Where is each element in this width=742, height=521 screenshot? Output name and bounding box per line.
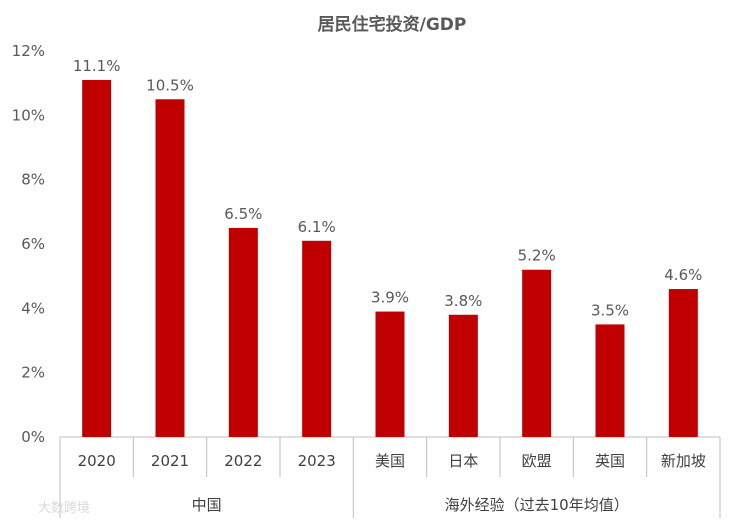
- bar-日本: [448, 314, 478, 437]
- chart-title: 居民住宅投资/GDP: [318, 14, 467, 35]
- group-label: 海外经验（过去10年均值）: [445, 496, 629, 514]
- y-tick-label: 4%: [21, 299, 45, 317]
- bar-美国: [375, 311, 405, 437]
- data-label: 3.9%: [371, 289, 409, 307]
- data-label: 11.1%: [73, 57, 121, 75]
- category-label: 2021: [151, 452, 189, 470]
- category-label: 新加坡: [661, 452, 706, 470]
- data-label: 3.5%: [591, 301, 629, 319]
- y-tick-label: 6%: [21, 235, 45, 253]
- bar-英国: [595, 324, 625, 437]
- data-label: 3.8%: [444, 292, 482, 310]
- bar-欧盟: [522, 269, 552, 437]
- y-tick-label: 2%: [21, 364, 45, 382]
- bar-2023: [302, 240, 332, 437]
- data-label: 4.6%: [664, 266, 702, 284]
- data-label: 6.1%: [298, 218, 336, 236]
- y-tick-label: 12%: [12, 42, 45, 60]
- data-label: 6.5%: [224, 205, 262, 223]
- bar-2020: [82, 79, 112, 437]
- data-label: 5.2%: [518, 247, 556, 265]
- y-tick-label: 10%: [12, 106, 45, 124]
- y-tick-label: 0%: [21, 428, 45, 446]
- data-label: 10.5%: [146, 76, 194, 94]
- category-label: 日本: [448, 452, 478, 470]
- category-label: 2022: [224, 452, 262, 470]
- category-label: 英国: [595, 452, 625, 470]
- bar-新加坡: [668, 289, 698, 437]
- bar-2021: [155, 99, 185, 437]
- category-label: 欧盟: [522, 452, 552, 470]
- category-label: 美国: [375, 452, 405, 470]
- y-tick-label: 8%: [21, 171, 45, 189]
- group-label: 中国: [192, 496, 222, 514]
- category-label: 2023: [298, 452, 336, 470]
- category-label: 2020: [78, 452, 116, 470]
- bar-2022: [228, 227, 258, 437]
- watermark-text: 大数跨境: [38, 501, 90, 516]
